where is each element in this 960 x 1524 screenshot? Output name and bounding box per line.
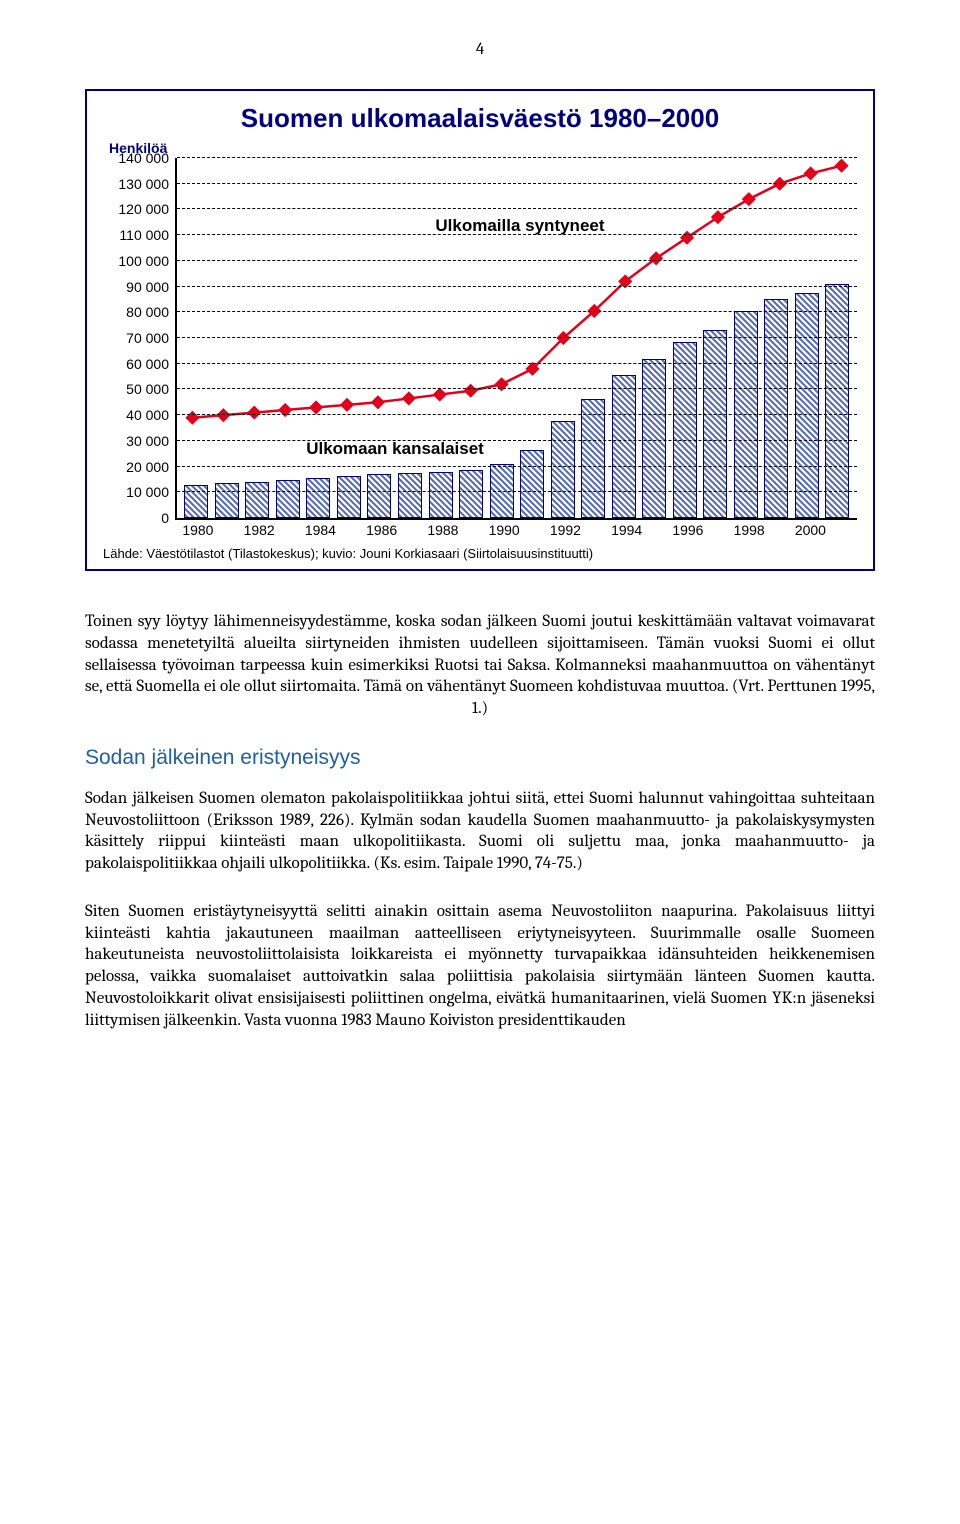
y-tick-label: 120 000 <box>118 201 169 217</box>
annotation-line-series: Ulkomailla syntyneet <box>435 216 604 236</box>
x-tick-label <box>825 522 849 538</box>
annotation-bar-series: Ulkomaan kansalaiset <box>306 439 484 459</box>
chart-plot: Ulkomailla syntyneet Ulkomaan kansalaise… <box>175 158 857 520</box>
x-tick-label <box>213 522 237 538</box>
y-tick-label: 130 000 <box>118 176 169 192</box>
x-tick-label: 1992 <box>550 522 574 538</box>
gridline <box>177 363 857 364</box>
x-tick-label: 1982 <box>244 522 268 538</box>
x-tick-label: 1984 <box>305 522 329 538</box>
y-tick-label: 100 000 <box>118 253 169 269</box>
paragraph-1: Toinen syy löytyy lähimenneisyydestämme,… <box>85 611 875 720</box>
line-marker <box>680 231 694 245</box>
y-tick-label: 0 <box>161 510 169 526</box>
x-tick-label <box>580 522 604 538</box>
gridline <box>177 311 857 312</box>
y-tick-label: 110 000 <box>119 227 169 243</box>
gridline <box>177 234 857 235</box>
line-marker <box>433 388 447 402</box>
x-tick-label: 1980 <box>182 522 206 538</box>
x-tick-label: 1988 <box>427 522 451 538</box>
line-marker <box>464 384 478 398</box>
x-tick-label <box>703 522 727 538</box>
paragraph-2: Sodan jälkeisen Suomen olematon pakolais… <box>85 788 875 875</box>
line-marker <box>309 400 323 414</box>
line-series <box>192 166 841 418</box>
x-tick-label: 1996 <box>672 522 696 538</box>
gridline <box>177 208 857 209</box>
y-tick-label: 20 000 <box>126 459 169 475</box>
x-tick-label: 1994 <box>611 522 635 538</box>
gridline <box>177 157 857 158</box>
gridline <box>177 440 857 441</box>
section-heading: Sodan jälkeinen eristyneisyys <box>85 746 875 770</box>
chart-container: Suomen ulkomaalaisväestö 1980–2000 Henki… <box>85 89 875 571</box>
y-tick-label: 50 000 <box>126 381 169 397</box>
line-marker <box>804 166 818 180</box>
chart-y-axis: 140 000130 000120 000110 000100 00090 00… <box>103 158 175 518</box>
gridline <box>177 183 857 184</box>
chart-line-svg <box>177 158 857 518</box>
line-marker <box>185 411 199 425</box>
x-tick-label <box>642 522 666 538</box>
x-tick-label: 1986 <box>366 522 390 538</box>
x-tick-label <box>519 522 543 538</box>
gridline <box>177 388 857 389</box>
x-tick-label <box>397 522 421 538</box>
chart-y-label: Henkilöä <box>109 140 857 156</box>
x-tick-label: 1998 <box>734 522 758 538</box>
gridline <box>177 491 857 492</box>
gridline <box>177 466 857 467</box>
y-tick-label: 70 000 <box>126 330 169 346</box>
gridline <box>177 414 857 415</box>
x-tick-label <box>764 522 788 538</box>
line-marker <box>834 159 848 173</box>
line-marker <box>371 395 385 409</box>
line-marker <box>402 391 416 405</box>
y-tick-label: 80 000 <box>126 304 169 320</box>
x-tick-label <box>335 522 359 538</box>
page-number: 4 <box>85 40 875 59</box>
y-tick-label: 10 000 <box>126 484 169 500</box>
line-marker <box>340 398 354 412</box>
line-marker <box>742 192 756 206</box>
chart-plot-area: 140 000130 000120 000110 000100 00090 00… <box>103 158 857 518</box>
gridline <box>177 260 857 261</box>
x-tick-label: 1990 <box>489 522 513 538</box>
gridline <box>177 286 857 287</box>
paragraph-3: Siten Suomen eristäytyneisyyttä selitti … <box>85 901 875 1032</box>
y-tick-label: 140 000 <box>118 150 169 166</box>
x-tick-label: 2000 <box>795 522 819 538</box>
chart-source: Lähde: Väestötilastot (Tilastokeskus); k… <box>103 546 857 561</box>
gridline <box>177 337 857 338</box>
line-marker <box>711 210 725 224</box>
chart-title: Suomen ulkomaalaisväestö 1980–2000 <box>103 103 857 134</box>
y-tick-label: 60 000 <box>126 356 169 372</box>
y-tick-label: 90 000 <box>126 279 169 295</box>
line-marker <box>247 406 261 420</box>
y-tick-label: 40 000 <box>126 407 169 423</box>
x-tick-label <box>274 522 298 538</box>
x-tick-label <box>458 522 482 538</box>
chart-x-axis: 1980 1982 1984 1986 1988 1990 1992 1994 1996 1998… <box>175 518 857 538</box>
y-tick-label: 30 000 <box>126 433 169 449</box>
